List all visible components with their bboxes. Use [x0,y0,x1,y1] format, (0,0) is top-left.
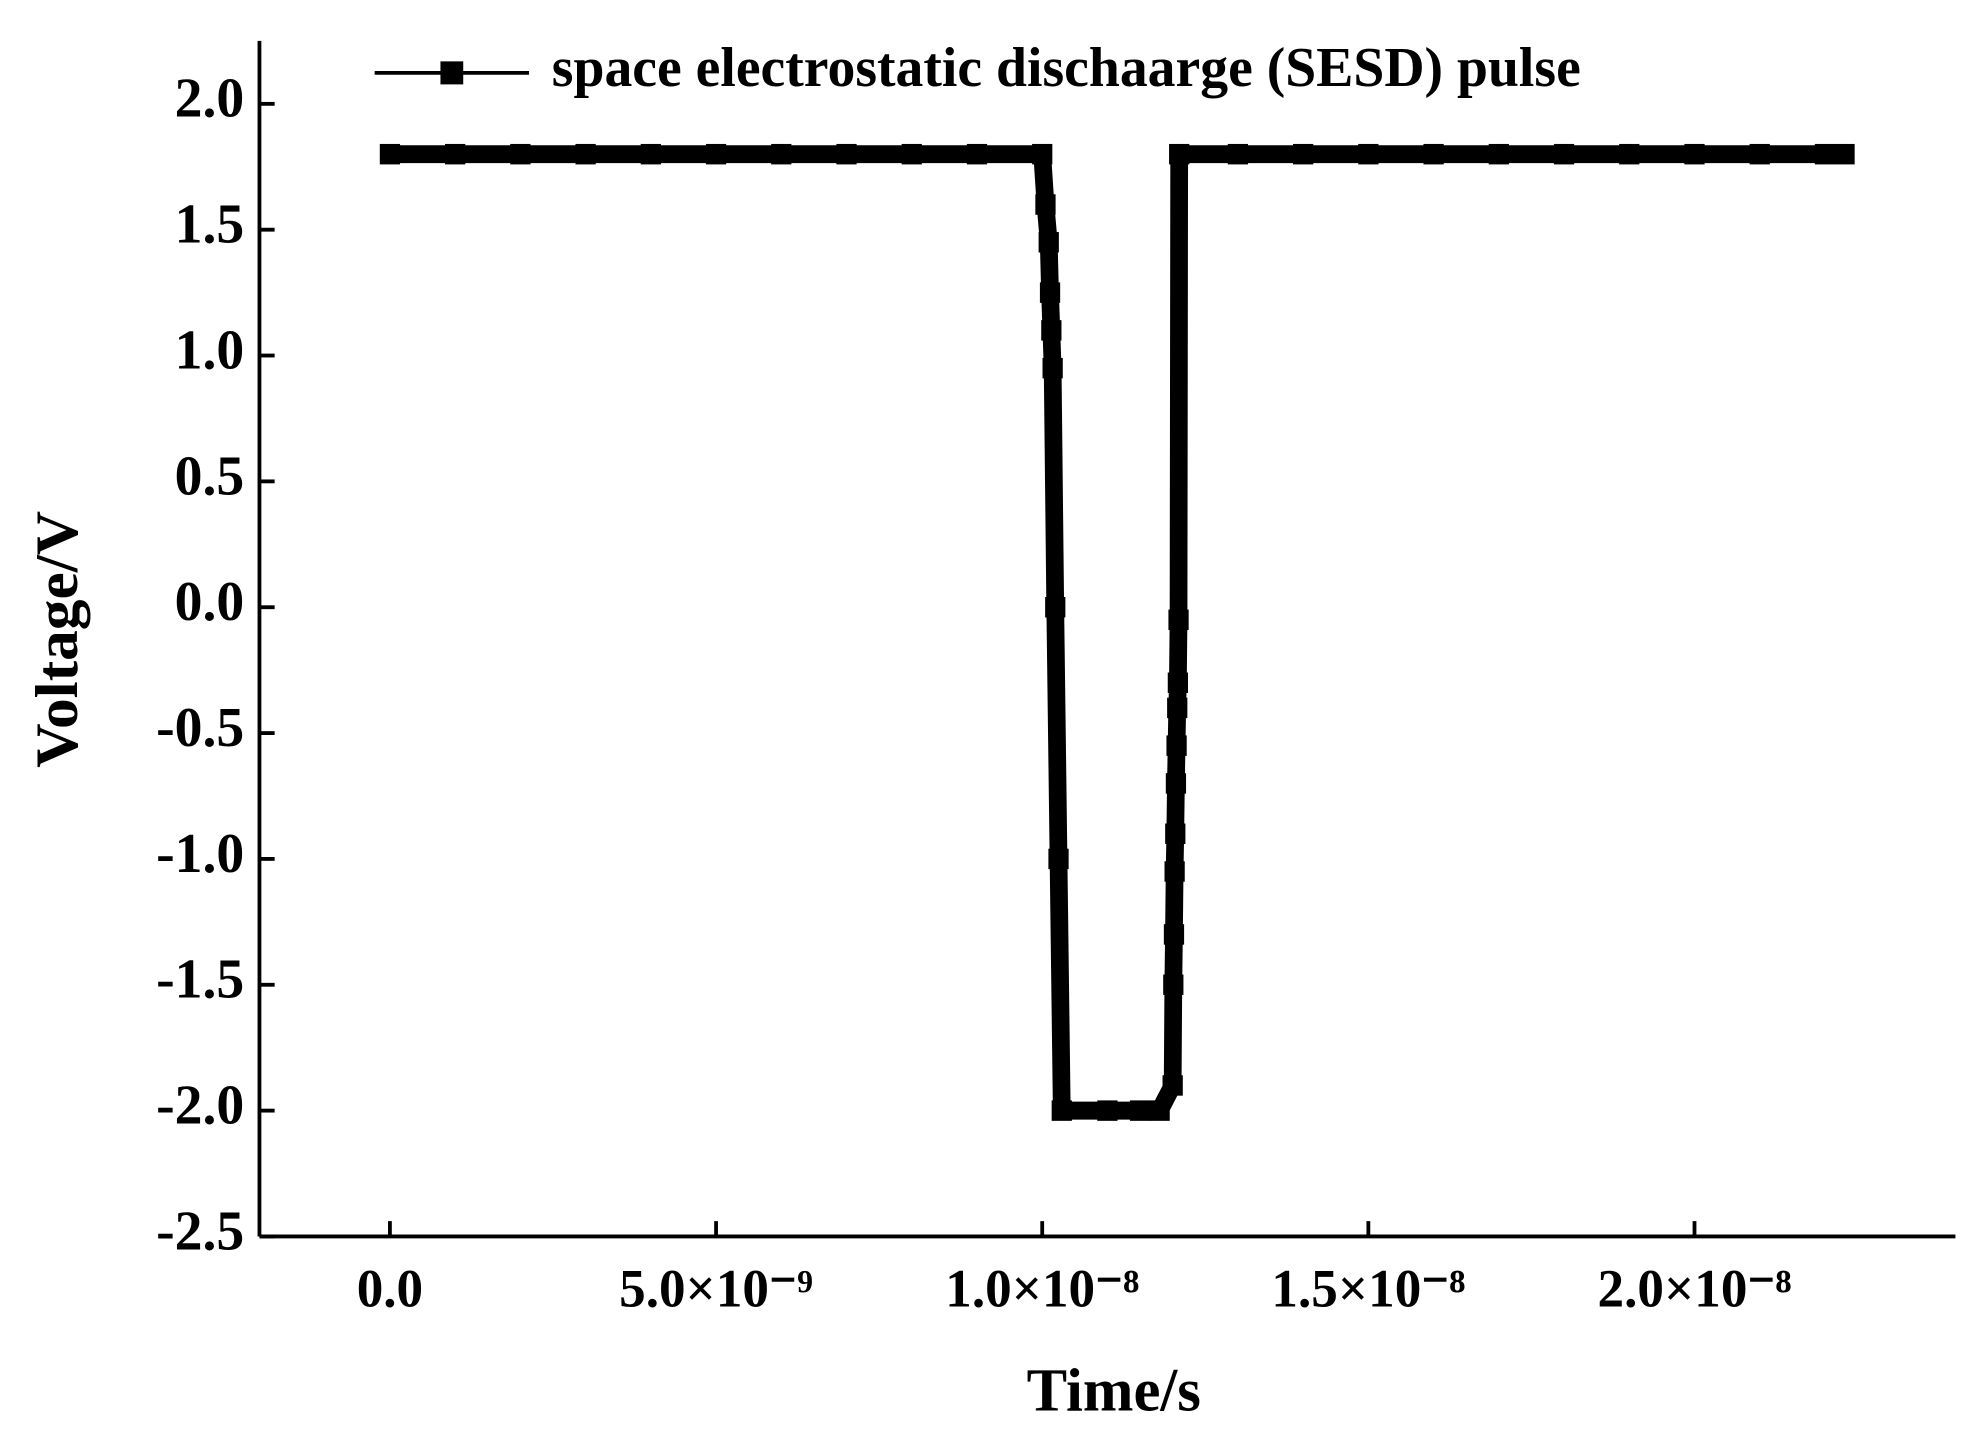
point-marker [1488,143,1509,165]
point-marker [1169,143,1190,165]
x-axis-label: Time/s [1027,1357,1201,1424]
point-marker [1619,143,1640,165]
y-axis-label: Voltage/V [24,511,91,768]
x-tick-label: 1.0×10⁻⁸ [945,1258,1139,1318]
point-marker [1051,1100,1072,1121]
point-marker [1163,924,1185,945]
point-marker [1749,143,1770,165]
point-marker [901,143,922,165]
x-tick-label: 0.0 [357,1258,423,1318]
point-marker [1032,143,1053,165]
point-marker [1163,974,1184,995]
point-marker [1042,357,1063,379]
point-marker [1041,320,1062,341]
point-marker [966,143,988,165]
x-tick-label: 5.0×10⁻⁹ [619,1258,813,1318]
series-line [389,145,1845,1120]
point-marker [1039,282,1061,303]
y-tick-label: -1.0 [156,823,244,885]
point-marker [1227,143,1249,165]
point-marker [1097,1100,1118,1121]
point-marker [771,143,792,165]
point-marker [1166,735,1187,756]
point-marker [445,143,466,165]
point-marker [1553,143,1575,165]
point-marker [1293,143,1314,165]
legend-marker [440,61,464,85]
point-marker [510,143,531,165]
point-marker [575,143,596,165]
point-marker [1048,848,1069,870]
point-marker [1168,609,1189,631]
point-marker [1165,773,1187,794]
y-tick-label: -2.0 [156,1074,244,1136]
y-tick-label: 0.5 [175,445,245,507]
point-marker [1164,861,1185,882]
point-marker [1423,143,1444,165]
point-marker [1165,823,1186,844]
x-tick-label: 1.5×10⁻⁸ [1271,1258,1465,1318]
point-marker [1167,697,1188,719]
point-marker [705,143,727,165]
point-marker [1035,194,1056,215]
y-tick-label: -0.5 [156,697,244,759]
point-marker [1684,143,1705,165]
point-marker [1834,143,1855,165]
point-marker [1045,596,1066,618]
y-tick-label: 0.0 [175,571,245,633]
point-marker [640,143,661,165]
y-tick-label: -1.5 [156,948,244,1010]
y-tick-label: 2.0 [175,67,245,129]
point-marker [1149,1100,1170,1121]
x-tick-label: 2.0×10⁻⁸ [1598,1258,1792,1318]
point-marker [1358,143,1379,165]
point-marker [1129,1100,1151,1121]
point-marker [1162,1075,1183,1096]
y-tick-label: 1.0 [175,319,245,381]
y-tick-label: 1.5 [175,193,245,255]
point-marker [379,143,401,165]
point-marker [1814,143,1836,165]
y-tick-label: -2.5 [156,1200,244,1262]
point-marker [1167,672,1189,693]
point-marker [1038,232,1059,253]
point-marker [836,143,857,165]
legend-label: space electrostatic dischaarge (SESD) pu… [552,37,1581,99]
